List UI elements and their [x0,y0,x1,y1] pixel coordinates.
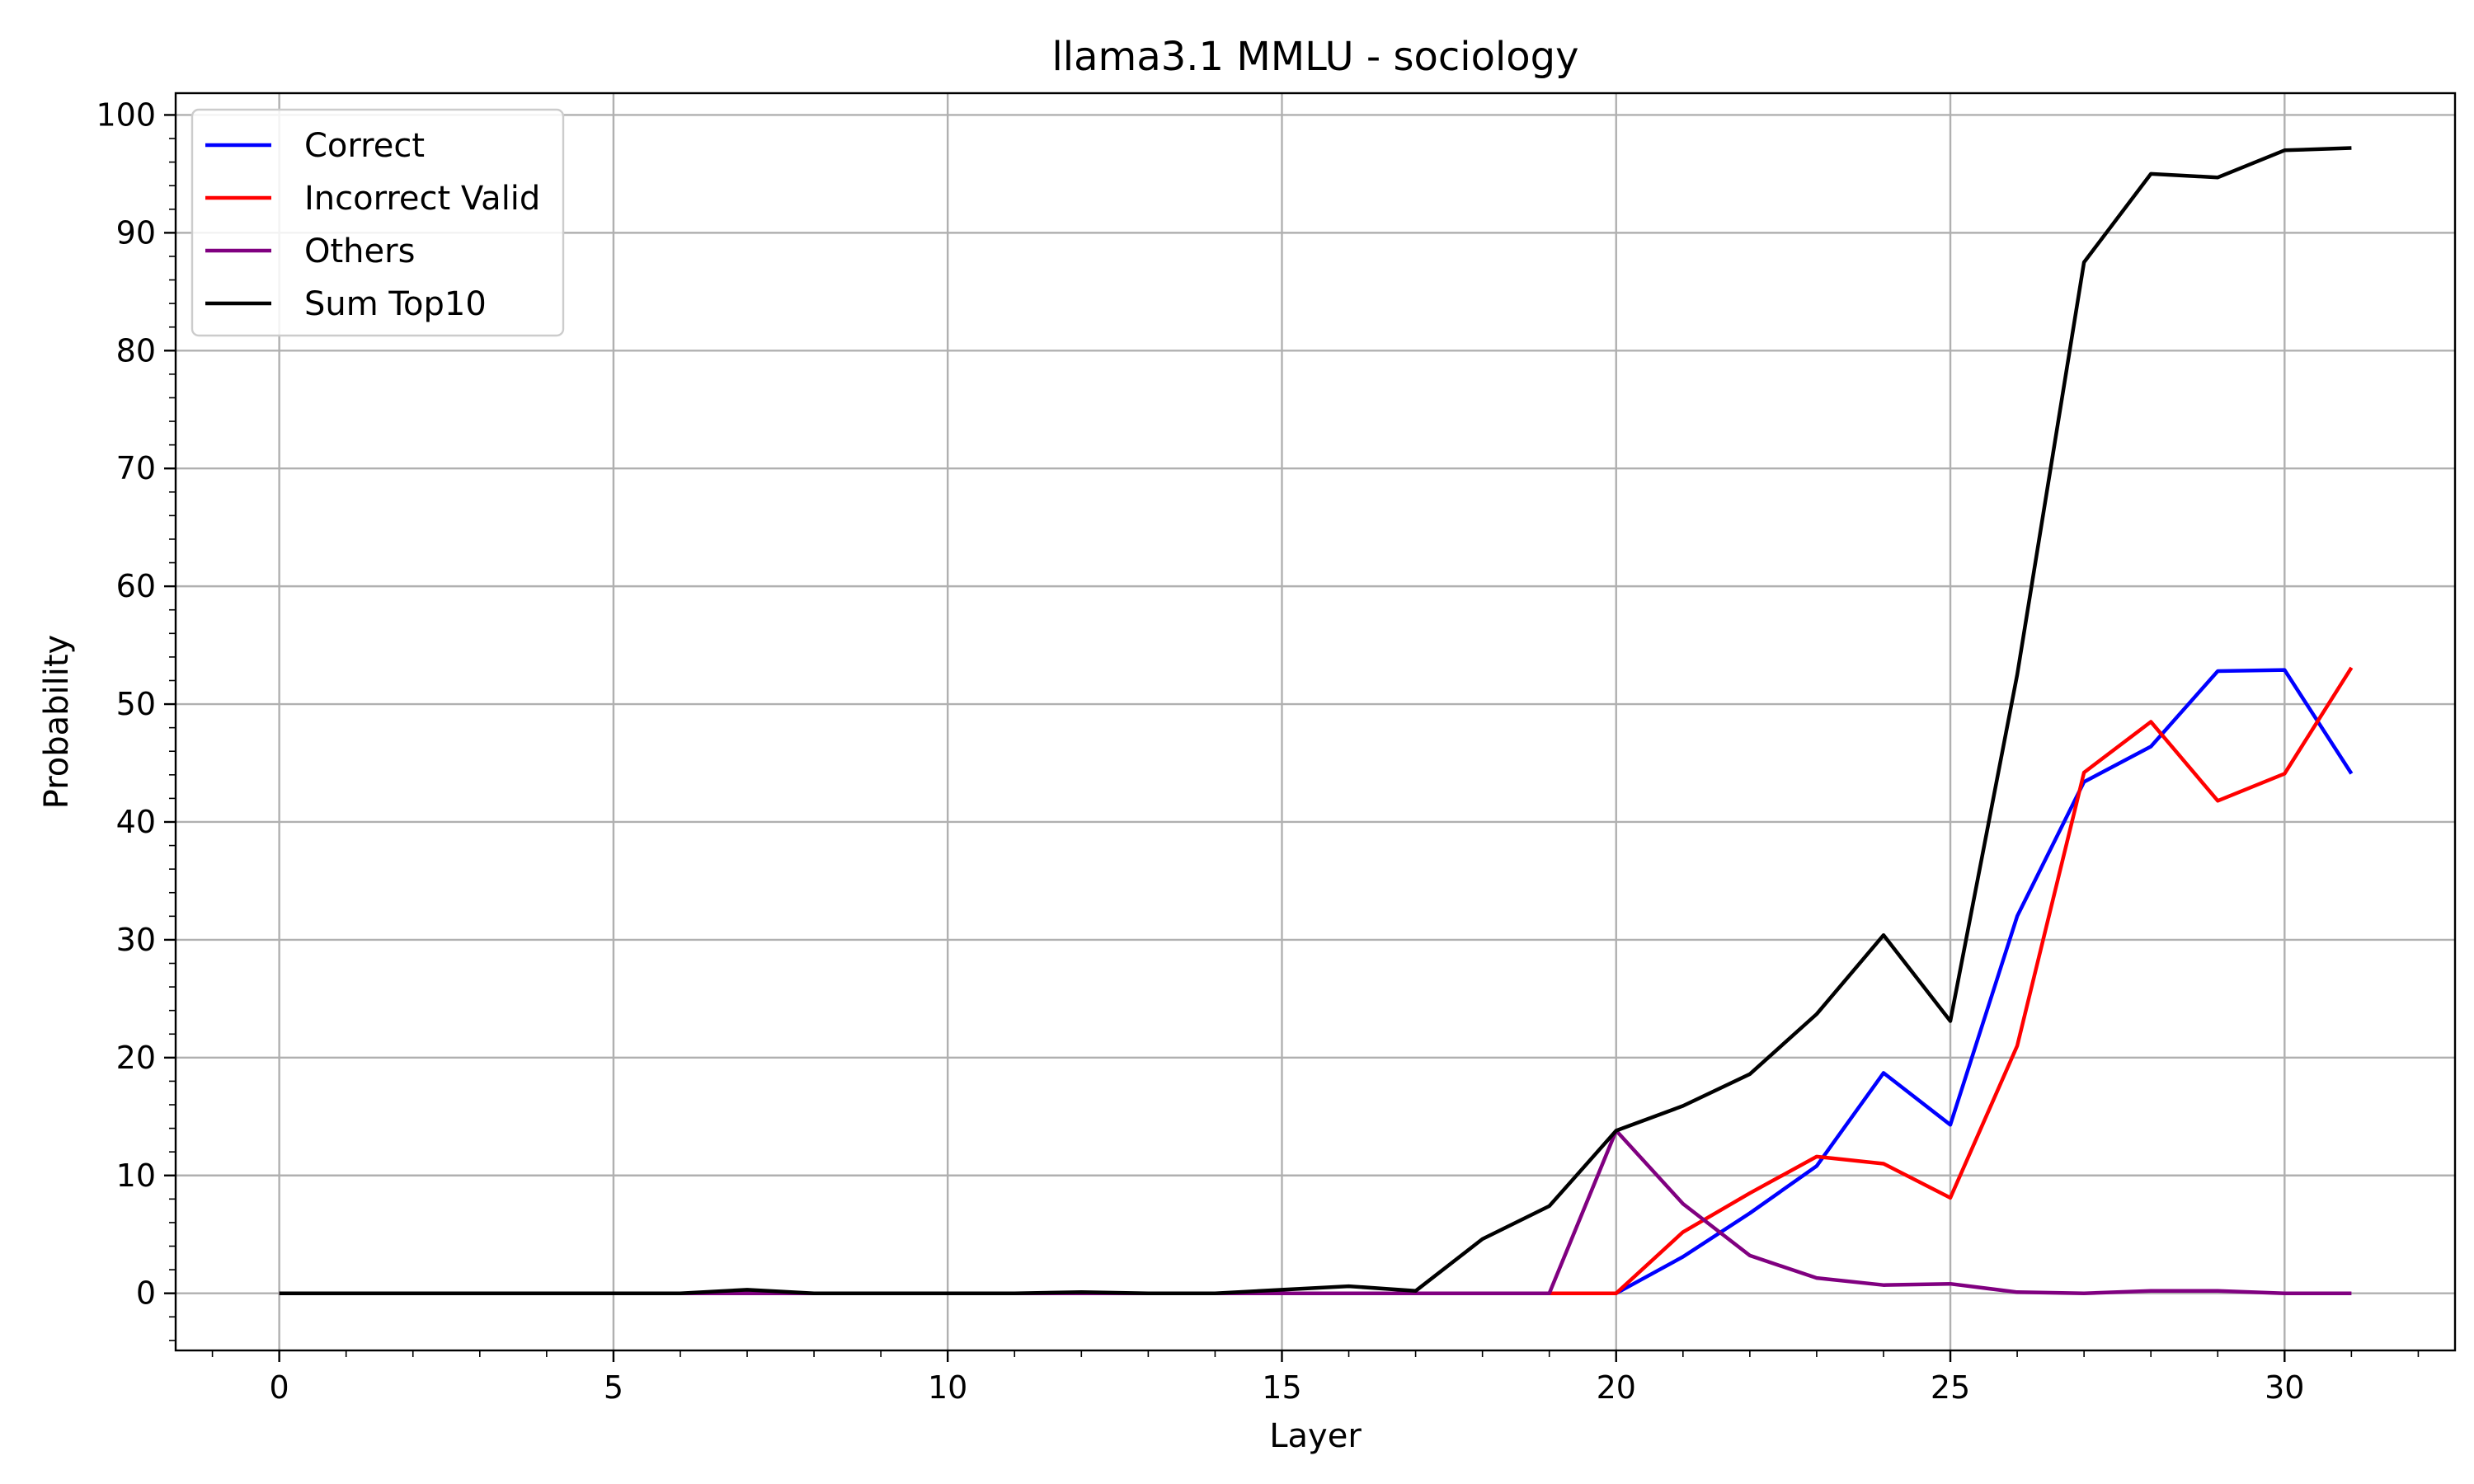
legend-label: Sum Top10 [304,285,487,323]
legend-label: Correct [304,127,425,165]
y-tick-label: 70 [116,450,156,486]
y-tick-label: 10 [116,1158,156,1194]
x-tick-label: 15 [1262,1369,1301,1406]
series-lines [279,146,2354,1295]
y-tick-label: 20 [116,1040,156,1076]
y-tick-label: 30 [116,922,156,958]
x-tick-label: 25 [1931,1369,1970,1406]
x-tick-label: 10 [928,1369,967,1406]
y-tick-label: 40 [116,804,156,840]
legend-label: Others [304,232,415,270]
tick-marks [164,114,2286,1362]
legend: Correct Incorrect Valid Others Sum Top10 [190,108,565,337]
x-tick-label: 20 [1597,1369,1636,1406]
y-tick-label: 90 [116,214,156,251]
legend-label: Incorrect Valid [304,180,540,218]
tick-labels: 0 5 10 15 20 25 30 0 10 20 30 40 50 60 70 80 90 100 [96,96,2304,1406]
y-tick-label: 80 [116,332,156,369]
series-line-sum-top10 [279,146,2352,1295]
y-tick-label: 100 [96,96,156,133]
y-tick-label: 50 [116,686,156,722]
minor-ticks [169,138,2420,1357]
y-tick-label: 60 [116,568,156,604]
y-tick-label: 0 [136,1275,156,1312]
x-tick-label: 30 [2265,1369,2304,1406]
y-axis-label: Probability [38,635,76,809]
x-tick-label: 0 [270,1369,289,1406]
legend-box [190,108,565,337]
x-axis-label: Layer [1269,1417,1362,1455]
plot-frame [174,92,2457,1352]
x-tick-label: 5 [604,1369,623,1406]
chart-title: llama3.1 MMLU - sociology [1051,34,1578,80]
